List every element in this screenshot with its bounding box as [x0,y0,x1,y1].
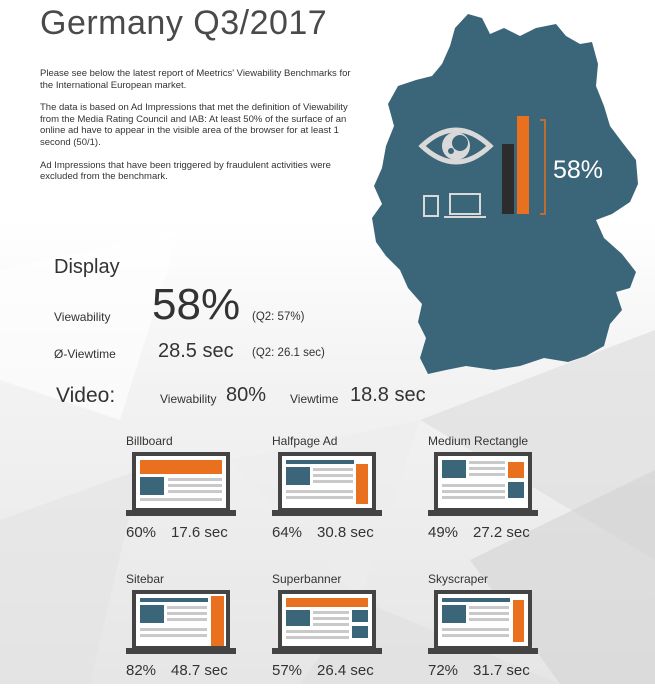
format-name: Medium Rectangle [428,434,529,448]
display-viewability-label: Viewability [54,310,111,324]
page-title: Germany Q3/2017 [40,4,328,42]
display-viewtime-label: Ø-Viewtime [54,347,116,361]
video-viewtime-value: 18.8 sec [350,384,426,406]
format-billboard: Billboard 60% 17.6 sec [126,434,286,554]
map-viewability-value: 58% [553,156,604,184]
format-halfpage-ad: Halfpage Ad 64% 30.8 sec [272,434,432,554]
format-name: Superbanner [272,572,342,586]
format-viewability: 64% [272,524,303,541]
format-viewtime: 48.7 sec [171,662,228,679]
format-viewtime: 17.6 sec [171,524,228,541]
format-sitebar: Sitebar 82% 48.7 sec [126,572,286,692]
video-viewability-value: 80% [226,384,267,406]
format-name: Sitebar [126,572,165,586]
tablet-icon [423,195,439,217]
intro-text: Please see below the latest report of Me… [40,68,360,194]
intro-paragraph-3: Ad Impressions that have been triggered … [40,159,331,183]
halfpage-laptop-icon [272,452,382,516]
display-viewtime-value: 28.5 sec [158,340,234,362]
format-skyscraper: Skyscraper 72% 31.7 sec [428,572,588,692]
format-medium-rectangle: Medium Rectangle 49% 27.2 sec [428,434,588,554]
format-viewability: 57% [272,662,303,679]
medium-rectangle-laptop-icon [428,452,538,516]
video-viewability-label: Viewability [160,392,217,406]
sitebar-laptop-icon [126,590,236,654]
format-viewtime: 31.7 sec [473,662,530,679]
superbanner-laptop-icon [272,590,382,654]
format-viewability: 60% [126,524,157,541]
format-viewability: 82% [126,662,157,679]
viewability-bar-orange [517,116,529,214]
format-name: Billboard [126,434,173,448]
intro-paragraph-1: Please see below the latest report of Me… [40,68,351,91]
format-superbanner: Superbanner 57% 26.4 sec [272,572,432,692]
germany-map [372,14,638,374]
display-viewability-value: 58% [152,280,241,329]
format-name: Skyscraper [428,572,489,586]
intro-paragraph-2: The data is based on Ad Impressions that… [40,102,348,148]
video-heading: Video: [56,384,116,407]
format-viewtime: 30.8 sec [317,524,374,541]
laptop-icon [444,193,486,218]
format-viewability: 72% [428,662,459,679]
bar-bracket [540,119,546,215]
format-viewability: 49% [428,524,459,541]
eye-icon [418,127,494,165]
display-viewability-previous: (Q2: 57%) [252,311,305,323]
viewability-bar-dark [502,144,514,214]
format-viewtime: 26.4 sec [317,662,374,679]
display-viewtime-previous: (Q2: 26.1 sec) [252,347,325,359]
skyscraper-laptop-icon [428,590,538,654]
video-viewtime-label: Viewtime [290,392,339,406]
display-heading: Display [54,256,120,278]
billboard-laptop-icon [126,452,236,516]
format-viewtime: 27.2 sec [473,524,530,541]
format-name: Halfpage Ad [272,434,338,448]
